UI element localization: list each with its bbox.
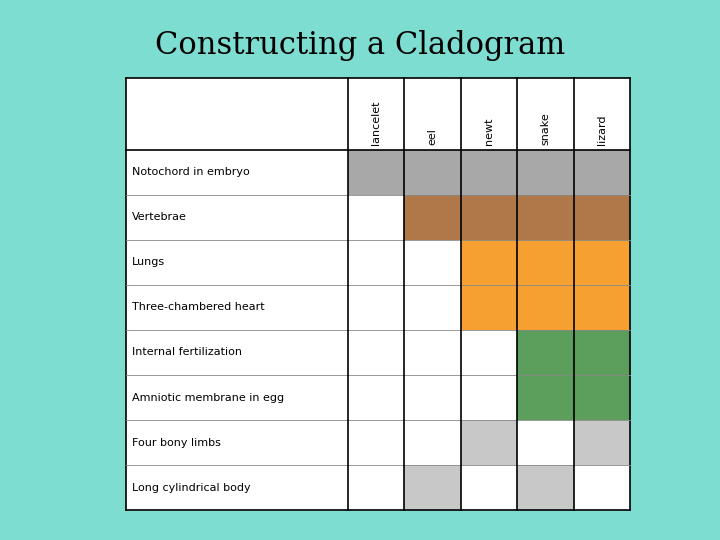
Text: Four bony limbs: Four bony limbs xyxy=(132,437,220,448)
Bar xyxy=(404,465,461,510)
Bar xyxy=(404,195,461,240)
Bar xyxy=(461,375,517,420)
Bar xyxy=(348,465,404,510)
Bar xyxy=(517,465,574,510)
Bar xyxy=(574,240,630,285)
Bar xyxy=(404,150,461,195)
Text: newt: newt xyxy=(484,118,494,145)
Text: Notochord in embryo: Notochord in embryo xyxy=(132,167,250,177)
Bar xyxy=(574,465,630,510)
Bar xyxy=(404,285,461,330)
Text: Long cylindrical body: Long cylindrical body xyxy=(132,483,251,493)
Bar xyxy=(517,195,574,240)
Bar xyxy=(574,420,630,465)
Bar xyxy=(348,240,404,285)
Bar xyxy=(348,150,404,195)
Bar xyxy=(517,330,574,375)
Bar xyxy=(126,78,630,510)
Bar xyxy=(404,375,461,420)
Bar xyxy=(574,330,630,375)
Bar xyxy=(461,150,517,195)
Bar xyxy=(461,330,517,375)
Bar xyxy=(517,420,574,465)
Bar xyxy=(404,240,461,285)
Bar xyxy=(574,285,630,330)
Text: Internal fertilization: Internal fertilization xyxy=(132,347,242,357)
Text: Three-chambered heart: Three-chambered heart xyxy=(132,302,264,313)
Text: Constructing a Cladogram: Constructing a Cladogram xyxy=(155,30,565,60)
Bar xyxy=(461,240,517,285)
Bar xyxy=(461,465,517,510)
Bar xyxy=(461,195,517,240)
Bar xyxy=(348,285,404,330)
Bar xyxy=(461,420,517,465)
Text: Vertebrae: Vertebrae xyxy=(132,212,186,222)
Bar xyxy=(574,195,630,240)
Bar xyxy=(348,330,404,375)
Bar xyxy=(574,150,630,195)
Text: snake: snake xyxy=(540,112,550,145)
Bar xyxy=(404,420,461,465)
Text: lancelet: lancelet xyxy=(371,101,381,145)
Bar xyxy=(517,375,574,420)
Bar xyxy=(348,420,404,465)
Text: Amniotic membrane in egg: Amniotic membrane in egg xyxy=(132,393,284,403)
Bar xyxy=(461,285,517,330)
Bar xyxy=(348,195,404,240)
Text: lizard: lizard xyxy=(597,115,607,145)
Text: Lungs: Lungs xyxy=(132,257,165,267)
Bar xyxy=(348,375,404,420)
Bar xyxy=(574,375,630,420)
Bar xyxy=(517,150,574,195)
Text: eel: eel xyxy=(428,129,438,145)
Bar xyxy=(517,240,574,285)
Bar xyxy=(517,285,574,330)
Bar xyxy=(404,330,461,375)
